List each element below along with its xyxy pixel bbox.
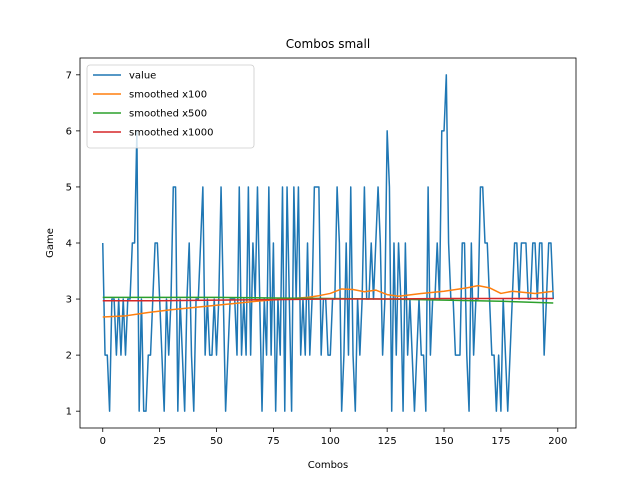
plot-area (102, 74, 554, 412)
legend-label: value (129, 71, 156, 82)
x-tick-label: 200 (548, 436, 567, 447)
x-tick-label: 175 (491, 436, 510, 447)
legend-label: smoothed x1000 (129, 128, 214, 139)
x-axis: 0 25 50 75 100 125 150 175 200 (100, 428, 567, 447)
y-tick-label: 4 (66, 239, 72, 250)
legend: value smoothed x100 smoothed x500 smoothed … (86, 64, 255, 149)
chart-title: Combos small (286, 37, 370, 51)
y-tick-label: 7 (66, 70, 72, 81)
x-tick-label: 25 (153, 436, 166, 447)
x-tick-label: 0 (100, 436, 106, 447)
x-axis-label: Combos (308, 460, 349, 471)
x-tick-label: 50 (210, 436, 223, 447)
legend-label: smoothed x100 (129, 90, 207, 101)
x-tick-label: 75 (267, 436, 280, 447)
x-tick-label: 100 (321, 436, 340, 447)
x-tick-label: 150 (434, 436, 453, 447)
y-tick-label: 6 (66, 126, 72, 137)
y-tick-label: 3 (66, 295, 72, 306)
y-tick-label: 5 (66, 182, 72, 193)
x-tick-label: 125 (378, 436, 397, 447)
y-axis: 1 2 3 4 5 6 7 (66, 70, 80, 418)
legend-box (86, 64, 255, 149)
series-line-1 (102, 284, 554, 318)
y-axis-label: Game (45, 228, 56, 258)
y-tick-label: 1 (66, 407, 72, 418)
series-line-3 (102, 297, 554, 302)
y-tick-label: 2 (66, 351, 72, 362)
legend-label: smoothed x500 (129, 109, 207, 120)
